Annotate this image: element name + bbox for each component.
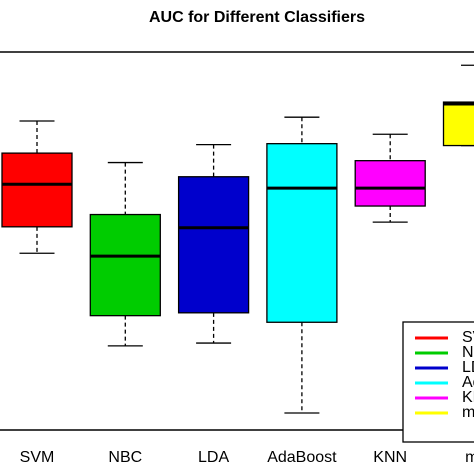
legend-label: mM [462, 404, 474, 421]
x-tick-label: SVM [20, 449, 55, 466]
x-tick-label: NBC [108, 449, 142, 466]
x-tick-label: mM [465, 449, 474, 466]
plot-frame [0, 51, 474, 431]
box [442, 101, 474, 147]
box [89, 213, 161, 317]
legend-label: NBC [462, 344, 474, 361]
legend-label: KNN [462, 389, 474, 406]
box [266, 143, 338, 323]
box [1, 152, 73, 228]
box [177, 176, 250, 314]
x-tick-label: LDA [198, 449, 229, 466]
box [354, 160, 426, 207]
chart-title: AUC for Different Classifiers [149, 9, 365, 26]
x-tick-label: KNN [373, 449, 407, 466]
legend-label: AdaBoost [462, 374, 474, 391]
legend-label: LDA [462, 359, 474, 376]
legend-label: SVM [462, 329, 474, 346]
x-tick-label: AdaBoost [267, 449, 337, 466]
